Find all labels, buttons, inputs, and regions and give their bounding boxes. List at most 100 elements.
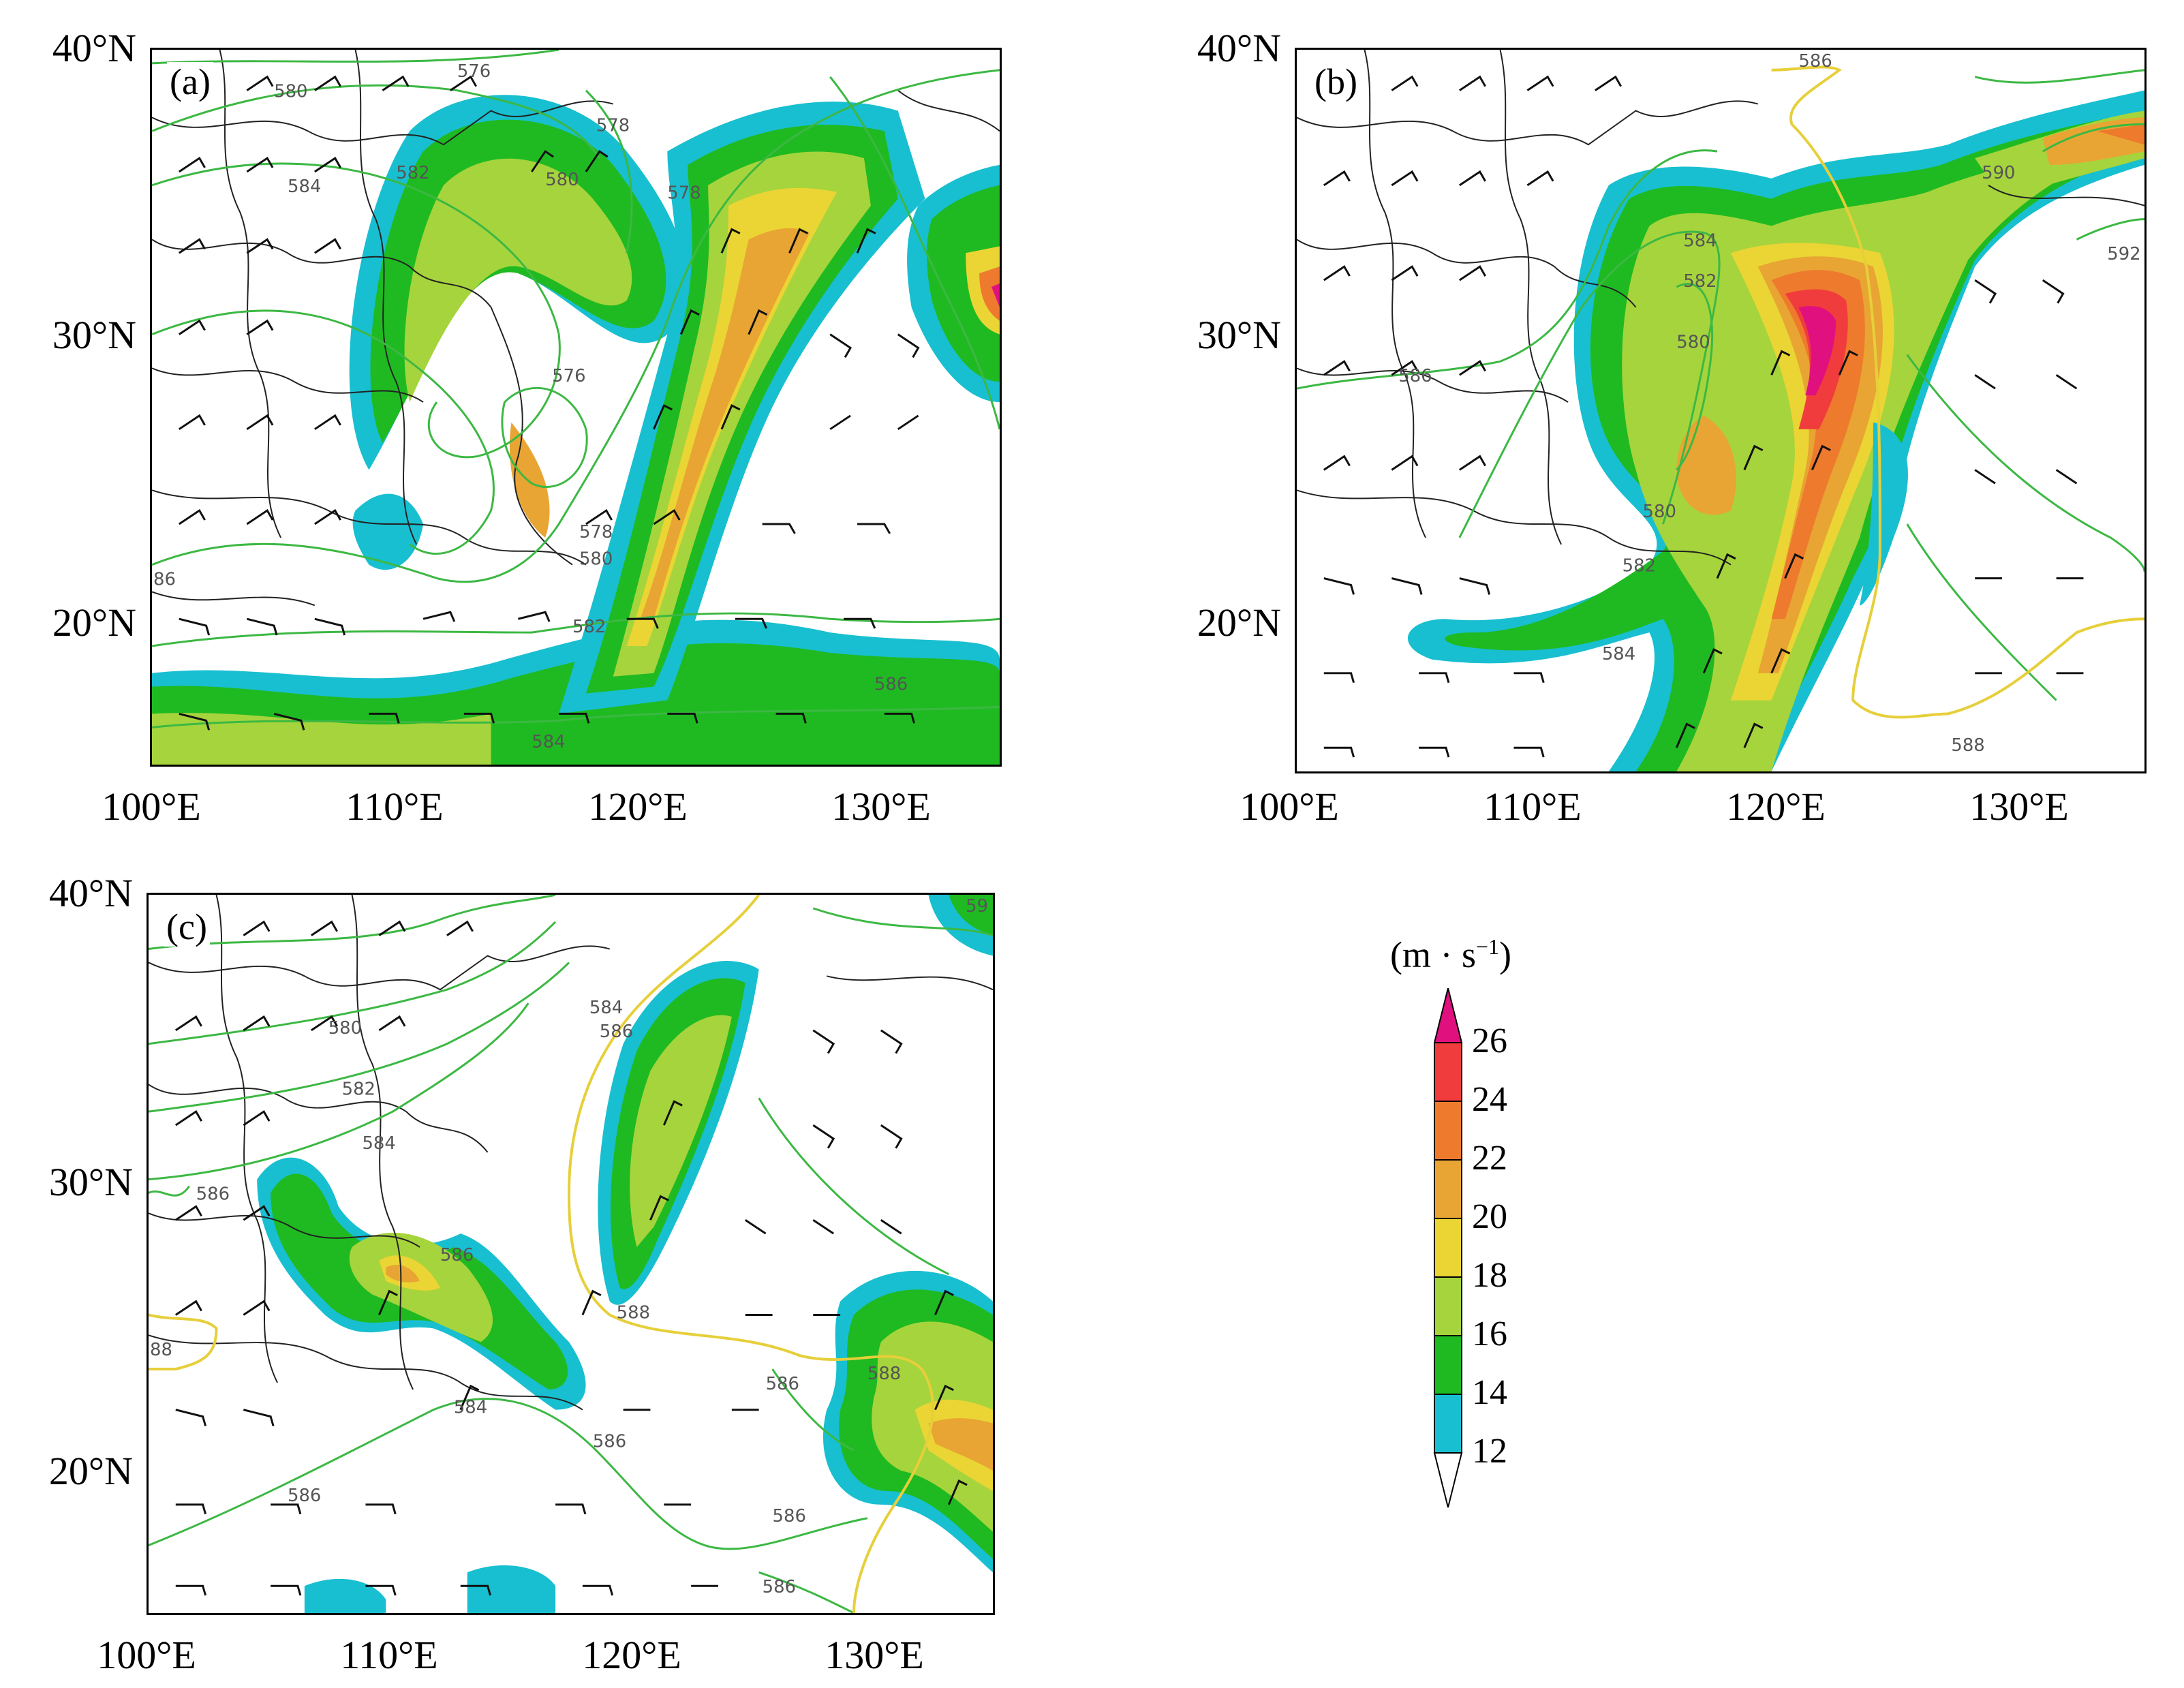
y-tick-label: 40°N	[48, 871, 133, 915]
colorbar-unit-exponent: −1	[1475, 934, 1500, 959]
y-tick-label: 30°N	[48, 1160, 133, 1204]
x-tick-label: 100°E	[1240, 784, 1339, 829]
contour-label: 584	[1602, 644, 1635, 664]
contour-label: 86	[153, 570, 176, 590]
contour-label: 582	[396, 163, 429, 183]
wind-barbs-a	[178, 75, 920, 731]
y-tick-label: 40°N	[1197, 26, 1281, 70]
colorbar-tick: 26	[1472, 1022, 1507, 1060]
x-tick-label: 110°E	[340, 1633, 438, 1677]
border-lines-a	[152, 50, 1000, 607]
y-tick-label: 20°N	[1197, 600, 1281, 645]
contour-label: 584	[362, 1133, 395, 1154]
contour-label: 586	[1798, 51, 1832, 72]
x-tick-label: 120°E	[582, 1633, 681, 1677]
contour-label: 578	[667, 183, 701, 204]
colorbar-scale	[1433, 988, 1463, 1508]
colorbar-cell	[1433, 1452, 1463, 1508]
contour-label: 584	[589, 998, 623, 1018]
colorbar-cell	[1434, 1335, 1462, 1395]
x-tick-label: 110°E	[1483, 784, 1582, 829]
colorbar-cell	[1434, 1218, 1462, 1278]
colorbar-cells	[1433, 988, 1463, 1508]
contour-label: 584	[288, 177, 321, 197]
contour-label: 576	[552, 366, 585, 386]
contour-label: 584	[532, 732, 565, 752]
colorbar-tick: 22	[1472, 1139, 1507, 1178]
colorbar-tick: 16	[1472, 1315, 1507, 1353]
colorbar-cell	[1434, 1394, 1462, 1454]
contour-label: 586	[196, 1184, 230, 1204]
contour-label: 586	[440, 1245, 474, 1265]
colorbar-title: (m · s−1)	[1390, 934, 1595, 976]
x-tick-label: 100°E	[102, 784, 201, 829]
contour-label: 586	[763, 1577, 796, 1597]
map-frame-c: 59 584 586 580 582 584 586 586 588 88 58…	[147, 893, 995, 1615]
colorbar-cell	[1434, 1101, 1462, 1161]
contour-label: 586	[1398, 366, 1432, 386]
wind-barbs-b	[1323, 75, 2084, 758]
contour-label: 586	[766, 1374, 799, 1394]
contour-label: 588	[867, 1364, 901, 1384]
colorbar: (m · s−1) 26 24 22 20 18 16 14 12	[1390, 934, 1595, 1533]
colorbar-cell	[1434, 1042, 1462, 1102]
y-tick-label: 30°N	[1197, 313, 1281, 357]
x-tick-label: 120°E	[1726, 784, 1826, 829]
colorbar-unit: (m · s	[1390, 934, 1476, 975]
y-tick-label: 30°N	[52, 313, 136, 357]
contour-label: 586	[288, 1486, 321, 1506]
x-tick-label: 100°E	[97, 1633, 196, 1677]
contour-label: 584	[1683, 230, 1717, 251]
contour-label: 586	[600, 1022, 633, 1042]
contour-labels-b: 586 590 592 584 582 580 586 580 582 584 …	[1398, 51, 2140, 756]
contour-label: 582	[572, 617, 606, 637]
geopotential-contours-a	[152, 50, 1000, 728]
colorbar-cell	[1434, 1276, 1462, 1336]
x-tick-label: 110°E	[345, 784, 444, 829]
contour-label: 59	[966, 896, 988, 917]
yellow-contours-b	[1771, 65, 2144, 719]
panel-c: 59 584 586 580 582 584 586 586 588 88 58…	[0, 845, 1022, 1688]
contour-label: 586	[874, 675, 908, 695]
geopotential-contours-b	[1297, 69, 2144, 701]
panel-label-a: (a)	[167, 62, 213, 102]
colorbar-cell	[1433, 988, 1463, 1043]
x-tick-label: 130°E	[831, 784, 931, 829]
colorbar-tick: 24	[1472, 1080, 1507, 1119]
contour-label: 590	[1982, 163, 2015, 183]
y-tick-label: 40°N	[52, 26, 136, 70]
colorbar-tick: 12	[1472, 1432, 1507, 1471]
contour-label: 580	[545, 170, 579, 190]
wind-speed-shading-a	[152, 95, 1000, 765]
map-c: 59 584 586 580 582 584 586 586 588 88 58…	[149, 895, 993, 1613]
contour-label: 580	[1676, 333, 1710, 353]
panel-a: 576 580 584 582 578 580 578 576 578 580 …	[0, 0, 1022, 838]
contour-label: 592	[2107, 244, 2140, 264]
y-tick-label: 20°N	[48, 1449, 133, 1493]
contour-labels-a: 576 580 584 582 578 580 578 576 578 580 …	[153, 61, 908, 752]
contour-label: 580	[328, 1018, 362, 1039]
contour-label: 578	[579, 522, 613, 542]
wind-speed-shading-b	[1407, 90, 2144, 771]
contour-label: 582	[342, 1079, 375, 1099]
contour-label: 588	[617, 1302, 650, 1323]
x-tick-label: 130°E	[825, 1633, 924, 1677]
contour-label: 576	[457, 61, 491, 82]
contour-label: 586	[593, 1431, 626, 1452]
colorbar-unit-close: )	[1499, 934, 1512, 975]
y-tick-label: 20°N	[52, 600, 136, 645]
contour-label: 580	[579, 549, 613, 570]
contour-label: 578	[596, 115, 630, 136]
contour-label: 580	[1643, 502, 1676, 522]
contour-label: 584	[454, 1398, 487, 1418]
yellow-contours-c	[149, 895, 934, 1613]
contour-label: 582	[1622, 556, 1656, 577]
colorbar-tick: 14	[1472, 1373, 1507, 1412]
map-frame-a: 576 580 584 582 578 580 578 576 578 580 …	[150, 48, 1002, 767]
colorbar-cell	[1434, 1159, 1462, 1219]
contour-label: 582	[1683, 271, 1717, 292]
contour-label: 88	[150, 1340, 172, 1360]
panel-label-c: (c)	[164, 907, 210, 947]
map-a: 576 580 584 582 578 580 578 576 578 580 …	[152, 50, 1000, 765]
colorbar-tick: 20	[1472, 1197, 1507, 1236]
